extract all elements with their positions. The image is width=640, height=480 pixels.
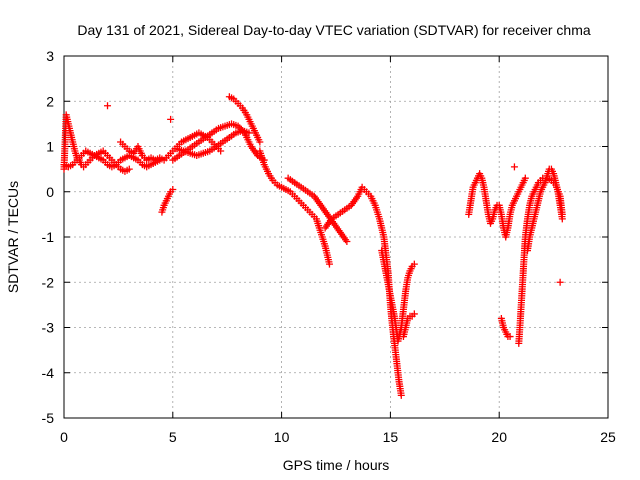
data-point (397, 391, 405, 399)
data-point (256, 138, 264, 146)
data-point (325, 260, 333, 268)
data-point (104, 102, 112, 110)
data-point (245, 129, 253, 137)
y-axis-title: SDTVAR / TECUs (5, 181, 21, 293)
chart-title: Day 131 of 2021, Sidereal Day-to-day VTE… (77, 22, 590, 38)
y-tick-label: -1 (42, 229, 55, 245)
y-tick-label: -5 (42, 410, 55, 426)
data-point (521, 174, 529, 182)
data-point (410, 260, 418, 268)
data-point (510, 163, 518, 171)
data-point (556, 278, 564, 286)
y-tick-label: -3 (42, 320, 55, 336)
data-point (343, 238, 351, 246)
y-tick-label: -2 (42, 274, 55, 290)
data-point (217, 147, 225, 155)
axis-ticks (63, 55, 609, 419)
y-tick-label: 0 (46, 184, 54, 200)
data-point (169, 185, 177, 193)
y-tick-label: 2 (46, 93, 54, 109)
data-point (506, 333, 514, 341)
data-point (167, 115, 175, 123)
x-axis-title: GPS time / hours (283, 457, 390, 473)
x-tick-label: 20 (491, 429, 507, 445)
data-point (125, 165, 133, 173)
y-tick-labels: 3 2 1 0 -1 -2 -3 -4 -5 (42, 48, 55, 426)
y-tick-label: 3 (46, 48, 54, 64)
x-tick-labels: 0 5 10 15 20 25 (60, 429, 616, 445)
y-tick-label: 1 (46, 139, 54, 155)
x-tick-label: 10 (274, 429, 290, 445)
data-points (60, 93, 566, 399)
x-tick-label: 5 (169, 429, 177, 445)
grid-lines (64, 56, 608, 418)
y-tick-label: -4 (42, 365, 55, 381)
x-tick-label: 0 (60, 429, 68, 445)
x-tick-label: 25 (600, 429, 616, 445)
x-tick-label: 15 (383, 429, 399, 445)
data-point (558, 215, 566, 223)
data-point (410, 310, 418, 318)
